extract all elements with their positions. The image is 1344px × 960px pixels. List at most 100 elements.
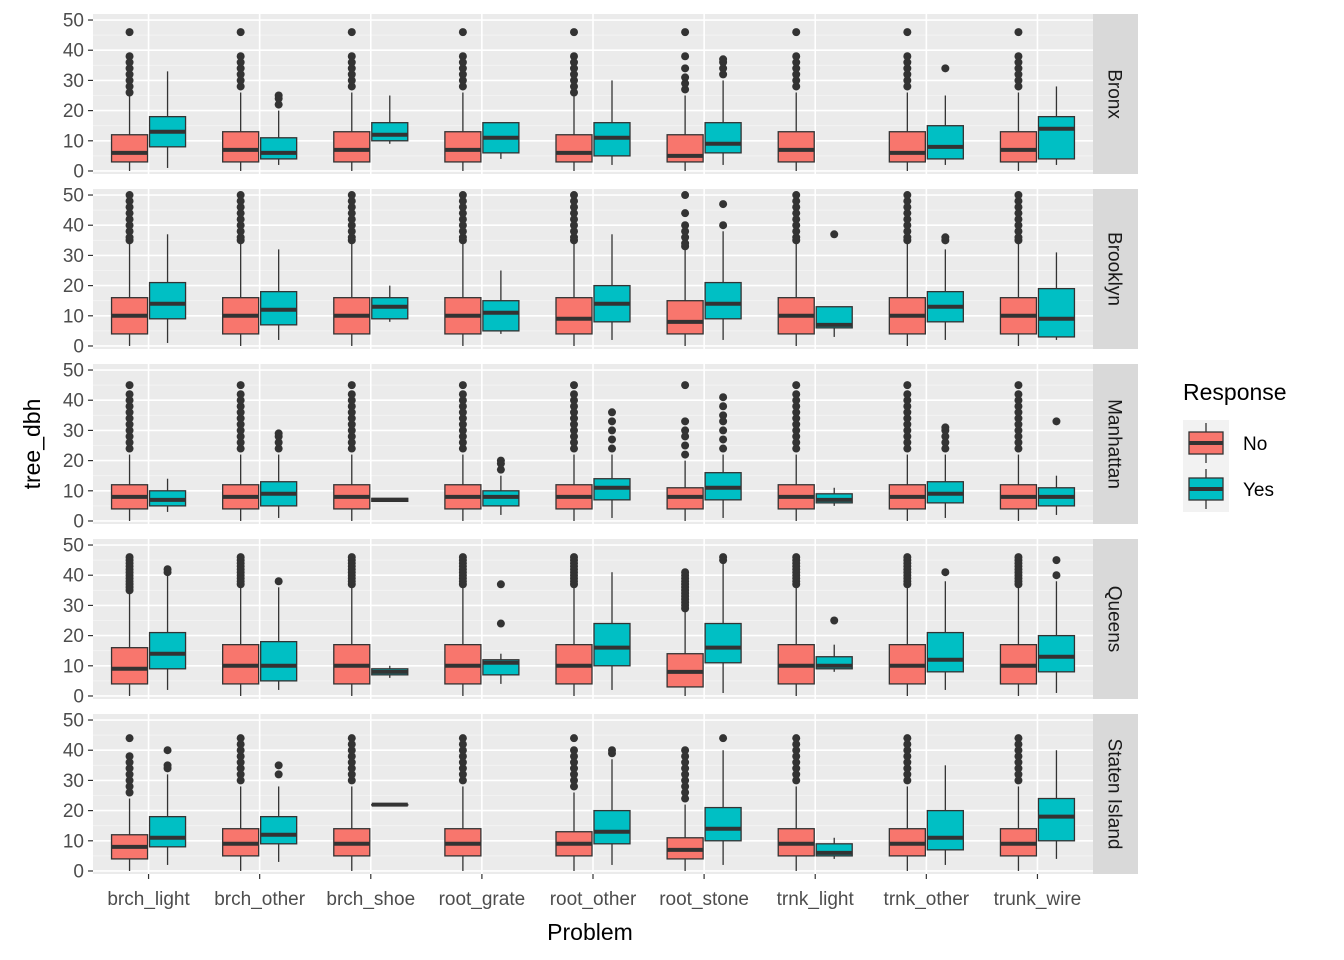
box-yes-brch_shoe — [371, 497, 409, 503]
box-body — [999, 131, 1038, 163]
outlier-point — [570, 70, 578, 79]
box-body — [371, 122, 409, 142]
outlier-point — [236, 215, 245, 224]
outlier-point — [125, 734, 134, 743]
outlier-point — [792, 396, 801, 405]
outlier-point — [903, 432, 912, 441]
outlier-point — [347, 734, 356, 743]
outlier-point — [1014, 227, 1023, 236]
outlier-point — [903, 770, 912, 779]
outlier-point — [570, 782, 578, 791]
outlier-point — [792, 764, 801, 773]
outlier-point — [125, 58, 134, 67]
y-tick-label: 10 — [63, 306, 84, 327]
outlier-point — [792, 203, 801, 212]
outlier-point — [125, 76, 134, 85]
outlier-point — [347, 432, 356, 441]
outlier-point — [608, 746, 616, 755]
outlier-point — [347, 764, 356, 773]
outlier-point — [941, 432, 950, 441]
y-tick-label: 40 — [63, 391, 84, 412]
outlier-point — [792, 390, 801, 399]
outlier-point — [1014, 740, 1023, 749]
outlier-point — [903, 76, 912, 85]
outlier-point — [1014, 82, 1023, 91]
outlier-point — [236, 209, 245, 218]
box-yes-root_other — [593, 234, 631, 340]
y-tick-label: 30 — [63, 771, 84, 792]
outlier-point — [458, 740, 467, 749]
outlier-point — [347, 233, 356, 242]
box-body — [593, 809, 631, 845]
outlier-point — [458, 52, 467, 61]
outlier-point — [941, 568, 950, 577]
y-axis-title: tree_dbh — [19, 399, 45, 490]
outlier-point — [792, 64, 801, 73]
outlier-point — [274, 438, 283, 447]
facet-strip — [1093, 14, 1138, 174]
outlier-point — [941, 423, 950, 432]
outlier-point — [125, 203, 134, 212]
box-body — [482, 300, 520, 332]
box-no-root_other — [555, 28, 593, 171]
outlier-point — [236, 76, 245, 85]
box-no-trunk_wire — [999, 381, 1038, 521]
outlier-point — [903, 752, 912, 761]
outlier-point — [681, 782, 690, 791]
outlier-point — [608, 426, 616, 435]
box-body — [704, 622, 742, 664]
outlier-point — [458, 438, 467, 447]
outlier-point — [458, 197, 467, 206]
y-tick-label: 0 — [73, 511, 84, 532]
outlier-point — [570, 191, 578, 200]
y-tick-label: 20 — [63, 801, 84, 822]
outlier-point — [719, 221, 728, 230]
facet-strip-label: Staten Island — [1104, 739, 1125, 850]
outlier-point — [458, 76, 467, 85]
outlier-point — [1014, 553, 1023, 562]
outlier-point — [1014, 221, 1023, 230]
outlier-point — [903, 402, 912, 411]
outlier-point — [792, 197, 801, 206]
outlier-point — [792, 444, 801, 453]
outlier-point — [681, 746, 690, 755]
outlier-point — [792, 776, 801, 785]
outlier-point — [681, 233, 690, 242]
facet-strip — [1093, 189, 1138, 349]
outlier-point — [347, 82, 356, 91]
outlier-point — [903, 381, 912, 390]
outlier-point — [719, 200, 728, 209]
outlier-point — [570, 764, 578, 773]
outlier-point — [236, 58, 245, 67]
box-no-brch_shoe — [333, 381, 371, 521]
box-yes-brch_other — [260, 249, 298, 340]
outlier-point — [125, 553, 134, 562]
box-body — [148, 815, 187, 848]
outlier-point — [458, 227, 467, 236]
legend-title: Response — [1183, 379, 1287, 405]
outlier-point — [681, 417, 690, 426]
box-yes-trunk_wire — [1037, 417, 1076, 515]
outlier-point — [830, 230, 839, 239]
box-yes-brch_shoe — [371, 95, 409, 144]
box-no-trnk_other — [888, 734, 926, 871]
outlier-point — [1014, 426, 1023, 435]
box-body — [777, 131, 815, 163]
outlier-point — [681, 85, 690, 94]
outlier-point — [903, 746, 912, 755]
box-no-root_stone — [666, 381, 704, 521]
outlier-point — [125, 438, 134, 447]
outlier-point — [496, 580, 505, 589]
box-no-trunk_wire — [999, 191, 1038, 346]
outlier-point — [347, 776, 356, 785]
outlier-point — [681, 209, 690, 218]
outlier-point — [236, 746, 245, 755]
outlier-point — [570, 381, 578, 390]
outlier-point — [458, 420, 467, 429]
outlier-point — [125, 390, 134, 399]
outlier-point — [681, 770, 690, 779]
outlier-point — [1014, 209, 1023, 218]
outlier-point — [681, 441, 690, 450]
outlier-point — [1014, 381, 1023, 390]
